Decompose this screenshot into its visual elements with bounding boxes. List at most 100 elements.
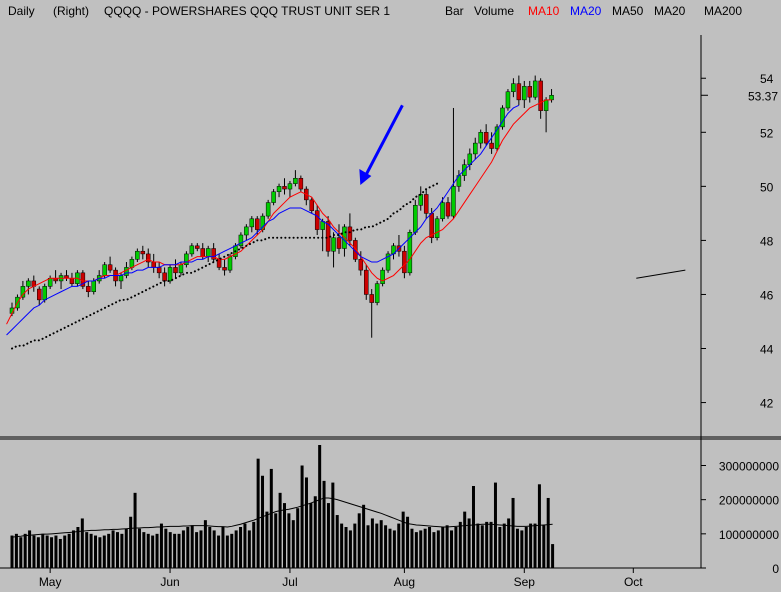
volume-bar: [199, 530, 203, 568]
chart-header: Daily (Right) QQQQ - POWERSHARES QQQ TRU…: [8, 4, 742, 18]
candle-body: [124, 267, 129, 276]
volume-bar: [375, 523, 379, 568]
volume-bar: [217, 535, 221, 568]
candle-body: [522, 86, 527, 101]
volume-bar: [102, 535, 106, 568]
volume-bar: [252, 521, 256, 568]
volume-tick-label: 200000000: [719, 494, 779, 508]
volume-bar: [137, 528, 141, 568]
volume-bar: [54, 535, 58, 568]
candle-body: [107, 264, 113, 271]
volume-bar: [533, 523, 537, 568]
candle-body: [211, 248, 216, 260]
volume-bar: [471, 486, 475, 568]
candle-body: [195, 245, 200, 249]
volume-bar: [274, 513, 278, 568]
candle-body: [314, 210, 320, 230]
candle-body: [249, 218, 255, 228]
candle-body: [309, 199, 314, 211]
volume-bar: [463, 511, 467, 568]
candle-body: [451, 186, 456, 217]
candle-body: [380, 269, 385, 284]
header-study-ma20: MA20: [570, 4, 602, 18]
volume-bar: [230, 533, 234, 568]
volume-bar: [28, 530, 32, 568]
header-volume: Volume: [474, 4, 514, 18]
volume-bar: [72, 530, 76, 568]
volume-bar: [502, 523, 506, 568]
volume-bar: [326, 503, 330, 568]
candle-body: [69, 277, 75, 284]
volume-bar: [507, 518, 511, 568]
volume-bar: [331, 482, 335, 568]
candle-body: [478, 132, 483, 144]
volume-bar: [291, 520, 295, 568]
price-tick-label: 44: [760, 343, 774, 357]
volume-bar: [89, 533, 93, 568]
candle-body: [162, 272, 167, 282]
candle-body: [118, 275, 124, 282]
volume-bar: [353, 523, 357, 568]
volume-bar: [261, 475, 265, 568]
annotation-arrow: [363, 104, 404, 179]
volume-bar: [524, 527, 528, 568]
volume-ma-line: [11, 497, 553, 538]
volume-bar: [283, 503, 286, 568]
volume-bar: [436, 530, 440, 568]
volume-bar: [515, 528, 519, 568]
x-axis: May Jun Jul Aug Sep Oct: [39, 568, 643, 589]
volume-bar: [243, 523, 247, 568]
header-study-ma200: MA200: [704, 4, 742, 18]
volume-bar: [164, 528, 168, 568]
volume-bar: [41, 533, 45, 568]
volume-bar: [278, 492, 282, 568]
volume-bar: [357, 513, 361, 568]
volume-bar: [36, 537, 40, 568]
candle-body: [374, 283, 380, 303]
volume-bar: [129, 516, 133, 568]
price-tick-label: 52: [760, 126, 774, 140]
candle-body: [364, 269, 369, 295]
candle-body: [26, 280, 31, 287]
candle-body: [189, 245, 195, 255]
candle-body: [184, 253, 189, 265]
candle-body: [287, 183, 293, 190]
volume-bar: [155, 533, 159, 568]
candle-body: [293, 177, 298, 184]
candle-body: [167, 267, 173, 282]
volume-bar: [85, 532, 89, 568]
x-tick-label: May: [39, 575, 62, 589]
volume-bar: [115, 532, 119, 568]
volume-bar: [19, 537, 23, 568]
volume-bar: [120, 533, 124, 568]
candle-body: [298, 177, 304, 190]
candle-body: [135, 250, 140, 260]
volume-bar: [94, 535, 98, 568]
volume-bar: [520, 530, 524, 568]
volume-bar: [318, 445, 322, 568]
volume-bar: [467, 518, 471, 568]
volume-bar: [493, 482, 497, 568]
volume-bar: [300, 465, 304, 568]
volume-bar: [445, 525, 449, 568]
ma50-line: [11, 182, 439, 350]
volume-bar: [450, 530, 454, 568]
candle-body: [489, 142, 494, 149]
header-study-ma10: MA10: [528, 4, 560, 18]
candle-body: [347, 226, 353, 241]
ma20-line: [6, 104, 520, 336]
volume-bar: [14, 533, 18, 568]
volume-bar: [344, 527, 348, 568]
candle-body: [178, 264, 184, 274]
volume-bar: [428, 527, 432, 568]
volume-bar: [406, 516, 410, 568]
volume-bar: [133, 492, 137, 568]
candle-body: [271, 191, 276, 203]
x-tick-label: Sep: [514, 575, 536, 589]
volume-bar: [322, 480, 326, 568]
volume-tick-label: 100000000: [719, 528, 779, 542]
annotation-arrowhead: [359, 169, 372, 186]
volume-bar: [247, 530, 251, 568]
volume-bar: [485, 521, 489, 568]
candle-body: [336, 237, 342, 249]
